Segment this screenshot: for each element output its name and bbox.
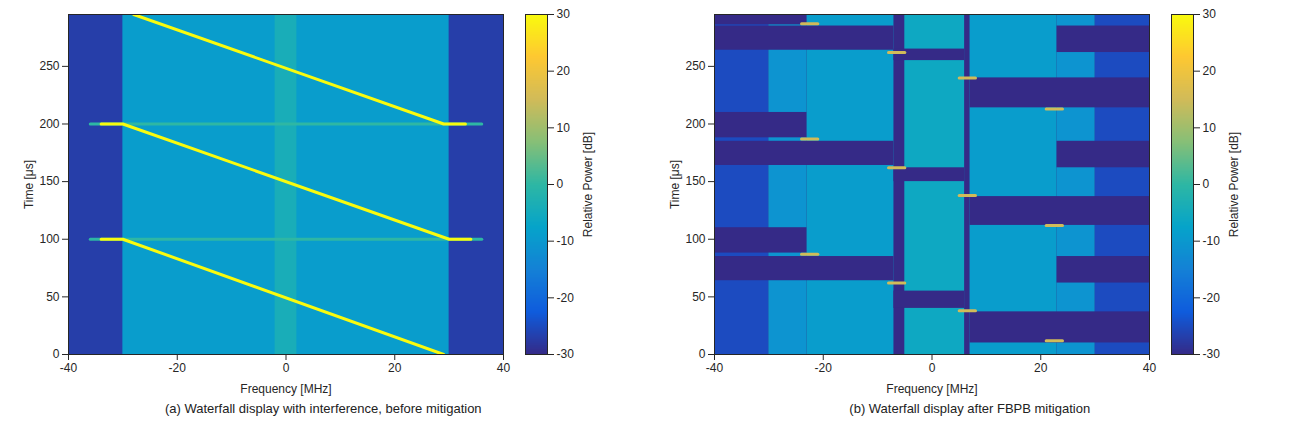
html-text:(a) Waterfall display with int: (a) Waterfall display with interference,… <box>164 401 482 416</box>
svg-text:0: 0 <box>556 177 563 191</box>
svg-text:Time [μs]: Time [μs] <box>22 160 36 209</box>
svg-text:10: 10 <box>556 121 570 135</box>
svg-text:250: 250 <box>686 59 706 73</box>
svg-text:0: 0 <box>282 361 289 375</box>
svg-text:-20: -20 <box>556 291 574 305</box>
svg-text:-30: -30 <box>1203 347 1221 361</box>
svg-text:-20: -20 <box>815 361 833 375</box>
svg-text:200: 200 <box>686 117 706 131</box>
svg-text:10: 10 <box>1203 121 1217 135</box>
svg-text:20: 20 <box>1034 361 1048 375</box>
svg-text:30: 30 <box>1203 7 1217 21</box>
svg-text:0: 0 <box>53 347 60 361</box>
svg-text:100: 100 <box>686 232 706 246</box>
html-text:(b) Waterfall display after FB: (b) Waterfall display after FBPB mitigat… <box>849 401 1091 416</box>
svg-text:0: 0 <box>929 361 936 375</box>
svg-text:250: 250 <box>39 59 59 73</box>
svg-text:40: 40 <box>1143 361 1157 375</box>
svg-text:50: 50 <box>46 290 60 304</box>
svg-text:20: 20 <box>556 64 570 78</box>
svg-text:100: 100 <box>39 232 59 246</box>
svg-text:Relative Power [dB]: Relative Power [dB] <box>1227 132 1241 237</box>
svg-text:0: 0 <box>1203 177 1210 191</box>
svg-text:Time [μs]: Time [μs] <box>668 160 682 209</box>
svg-text:Frequency [MHz]: Frequency [MHz] <box>240 382 331 396</box>
svg-text:-30: -30 <box>556 347 574 361</box>
svg-text:-20: -20 <box>168 361 186 375</box>
svg-text:-20: -20 <box>1203 291 1221 305</box>
svg-text:-10: -10 <box>556 234 574 248</box>
svg-text:-10: -10 <box>1203 234 1221 248</box>
svg-text:150: 150 <box>39 174 59 188</box>
svg-text:Frequency [MHz]: Frequency [MHz] <box>887 382 978 396</box>
svg-text:150: 150 <box>686 174 706 188</box>
svg-text:20: 20 <box>1203 64 1217 78</box>
svg-text:40: 40 <box>497 361 511 375</box>
svg-text:200: 200 <box>39 117 59 131</box>
svg-text:50: 50 <box>692 290 706 304</box>
svg-text:30: 30 <box>556 7 570 21</box>
svg-text:20: 20 <box>388 361 402 375</box>
svg-text:Relative Power [dB]: Relative Power [dB] <box>580 132 594 237</box>
svg-text:0: 0 <box>699 347 706 361</box>
svg-text:-40: -40 <box>706 361 724 375</box>
svg-text:-40: -40 <box>60 361 78 375</box>
